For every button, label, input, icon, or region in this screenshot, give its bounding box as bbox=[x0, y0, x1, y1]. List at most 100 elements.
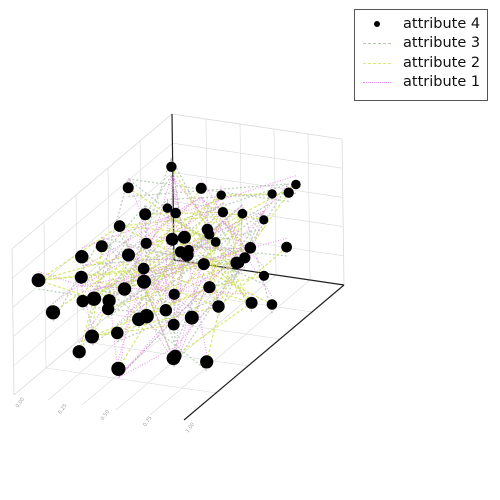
attribute-4-point bbox=[85, 329, 99, 344]
attribute-4-point bbox=[95, 240, 108, 253]
trail-segment bbox=[241, 204, 273, 314]
axis-ticks: 0.00 0.25 0.50 0.75 1.00 bbox=[15, 397, 196, 435]
trail-segment bbox=[170, 175, 208, 354]
attribute-4-point bbox=[122, 248, 135, 262]
trail-segment bbox=[200, 196, 238, 255]
grid-line bbox=[172, 172, 343, 198]
grid-line bbox=[239, 123, 243, 271]
grid-line bbox=[43, 221, 47, 369]
grid-edge bbox=[341, 138, 345, 286]
axes-frame bbox=[11, 113, 345, 421]
trail-segment bbox=[209, 210, 265, 297]
trail-segment bbox=[184, 245, 245, 250]
trail-segment bbox=[173, 183, 290, 368]
trail-segment bbox=[170, 157, 253, 312]
trail-segment bbox=[143, 276, 193, 310]
attribute-4-point bbox=[72, 345, 86, 359]
trail-segment bbox=[91, 305, 219, 338]
trail-segment bbox=[167, 175, 296, 218]
attribute-4-points bbox=[31, 161, 301, 376]
grid-line bbox=[75, 194, 79, 342]
attribute-4-point bbox=[31, 273, 46, 288]
x-tick-label: 0.50 bbox=[100, 409, 111, 422]
legend-item-attribute-4: attribute 4 bbox=[361, 14, 481, 34]
attribute-4-point bbox=[200, 355, 214, 369]
attribute-4-point bbox=[210, 237, 221, 247]
attribute-4-point bbox=[113, 220, 126, 232]
legend-item-attribute-3: attribute 3 bbox=[361, 34, 481, 54]
attribute-4-point bbox=[170, 207, 181, 219]
trail-segment bbox=[200, 196, 265, 268]
legend-label: attribute 1 bbox=[403, 74, 481, 91]
attribute-4-point bbox=[230, 256, 243, 270]
attribute-4-point bbox=[237, 208, 248, 219]
attribute-4-point bbox=[167, 318, 180, 331]
trail-segment bbox=[209, 275, 265, 288]
trail-segment bbox=[124, 187, 202, 290]
trail-segment bbox=[166, 207, 253, 304]
attribute-4-point bbox=[203, 281, 216, 294]
grid-line bbox=[115, 274, 277, 411]
grid-line bbox=[273, 128, 277, 276]
attribute-4-point bbox=[75, 250, 89, 264]
attribute-4-point bbox=[201, 223, 214, 236]
trail-segment bbox=[188, 204, 243, 260]
legend-label: attribute 4 bbox=[403, 15, 481, 32]
trail-segment bbox=[81, 276, 125, 290]
trail-segment bbox=[143, 228, 265, 261]
trail-segment bbox=[117, 175, 173, 361]
legend-item-attribute-2: attribute 2 bbox=[361, 53, 481, 73]
attribute-4-point bbox=[166, 161, 177, 172]
trail-segment bbox=[118, 346, 176, 379]
trail-segment bbox=[165, 216, 169, 302]
trail-segment bbox=[206, 213, 243, 362]
x-tick-label: 1.00 bbox=[185, 422, 196, 435]
trail-segment bbox=[127, 246, 176, 365]
trail-segment bbox=[81, 253, 239, 287]
attribute-4-point bbox=[197, 258, 210, 271]
trail-segment bbox=[145, 211, 223, 215]
x-tick-label: 0.25 bbox=[57, 403, 68, 416]
grid-line bbox=[45, 367, 217, 394]
trail-segment bbox=[91, 246, 103, 337]
attribute-4-point bbox=[283, 187, 294, 198]
grid-edge bbox=[171, 113, 343, 140]
trail-segment bbox=[167, 216, 237, 255]
grid-line bbox=[12, 142, 173, 279]
trail-segment bbox=[170, 157, 186, 247]
trail-segment bbox=[143, 268, 252, 304]
trail-segment bbox=[170, 166, 253, 304]
attribute-4-point bbox=[111, 361, 126, 376]
x-tick-label: 0.00 bbox=[15, 397, 26, 410]
trail-segment bbox=[166, 199, 175, 304]
legend-line-attribute-3 bbox=[361, 37, 393, 49]
trail-segment bbox=[170, 175, 177, 205]
trail-segment bbox=[108, 291, 208, 372]
trail-segment bbox=[107, 262, 240, 310]
trail-segment bbox=[127, 245, 175, 304]
attribute-lines bbox=[38, 157, 297, 379]
attribute-4-point bbox=[291, 179, 301, 190]
attribute-4-point bbox=[76, 294, 89, 308]
legend: attribute 4 attribute 3 attribute 2 attr… bbox=[354, 9, 488, 101]
trail-segment bbox=[38, 262, 237, 281]
attribute-4-point bbox=[137, 274, 151, 289]
legend-label: attribute 3 bbox=[403, 35, 481, 52]
attribute-4-point bbox=[266, 299, 278, 310]
grid-line bbox=[149, 279, 311, 416]
trail-segment bbox=[91, 324, 174, 338]
trail-segment bbox=[128, 183, 289, 198]
attribute-4-point bbox=[259, 215, 269, 225]
attribute-4-point bbox=[281, 241, 292, 253]
trail-segment bbox=[117, 254, 188, 370]
trail-segment bbox=[81, 216, 168, 249]
attribute-4-point bbox=[166, 351, 181, 366]
trail-segment bbox=[171, 175, 208, 222]
grid-line bbox=[172, 142, 343, 169]
attribute-4-point bbox=[117, 282, 132, 296]
attribute-4-point bbox=[195, 182, 207, 194]
attribute-4-point bbox=[45, 305, 61, 320]
trail-segment bbox=[91, 210, 265, 346]
trail-segment bbox=[183, 236, 253, 304]
